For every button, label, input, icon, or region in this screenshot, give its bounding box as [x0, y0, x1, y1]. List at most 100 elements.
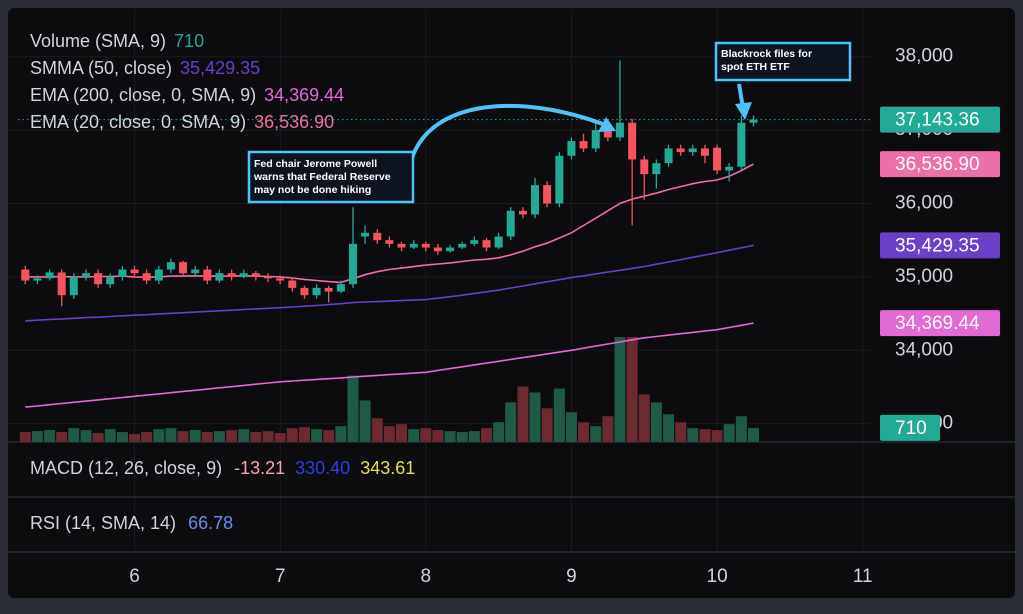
legend-value: 34,369.44: [264, 85, 344, 105]
candle-body: [652, 163, 661, 175]
y-tick-label: 36,000: [895, 192, 953, 213]
candle-body: [33, 278, 42, 281]
volume-bar: [44, 430, 56, 442]
candle-body: [45, 272, 54, 279]
volume-bar: [262, 431, 274, 442]
candle-body: [106, 276, 115, 285]
price-tag-label: 710: [895, 418, 927, 439]
candle-body: [664, 148, 673, 164]
x-tick-label: 10: [707, 566, 728, 587]
volume-bar: [711, 430, 723, 442]
candle-body: [531, 185, 540, 215]
volume-bar: [493, 422, 505, 442]
volume-bar: [104, 429, 116, 442]
pane-value: 66.78: [188, 513, 233, 533]
volume-bar: [226, 430, 238, 442]
candle-body: [324, 287, 333, 292]
price-tag: [880, 151, 1000, 178]
candle-body: [300, 287, 309, 296]
volume-bar: [614, 337, 626, 442]
volume-bar: [298, 427, 310, 442]
volume-bar: [383, 426, 395, 442]
x-tick-label: 9: [566, 566, 577, 587]
candle-body: [348, 243, 357, 285]
candle-body: [130, 269, 139, 274]
annotation-box: [714, 41, 852, 82]
plot: [18, 60, 870, 442]
candle-body: [397, 243, 406, 248]
candle-body: [640, 159, 649, 175]
pane-name: MACD (12, 26, close, 9): [30, 458, 222, 478]
annotation-text: may not be done hiking: [254, 184, 371, 196]
volume-bar: [541, 408, 553, 442]
volume-bar: [663, 414, 675, 442]
candle-body: [494, 236, 503, 248]
x-tick-label: 6: [129, 566, 140, 587]
candle-body: [288, 280, 297, 288]
candle-body: [555, 155, 564, 204]
price-tag: [880, 414, 940, 441]
volume-bar: [238, 429, 250, 442]
volume-bar: [638, 394, 650, 442]
volume-bar: [735, 416, 747, 442]
candle-body: [336, 284, 345, 292]
volume-bar: [529, 392, 541, 442]
pane-value: 330.40: [295, 458, 350, 478]
pane-value: -13.21: [234, 458, 285, 478]
volume-bar: [213, 431, 225, 442]
volume-bar: [129, 434, 141, 442]
candle-body: [518, 210, 527, 215]
legend-value: 36,536.90: [254, 112, 334, 132]
candle-body: [725, 166, 734, 171]
candle-body: [543, 185, 552, 204]
volume-bar: [395, 424, 407, 442]
volume-bar: [189, 430, 201, 442]
volume-bar: [699, 429, 711, 442]
annotation-arrow: [410, 103, 609, 159]
arrow-head: [598, 117, 616, 132]
price-tag-label: 37,143.36: [895, 110, 980, 131]
volume-bar: [590, 426, 602, 442]
volume-bar: [359, 400, 371, 442]
candle-body: [385, 240, 394, 244]
volume-bar: [19, 432, 31, 442]
volume-bar: [274, 433, 286, 442]
volume-bar: [201, 432, 213, 442]
volume-bar: [92, 433, 104, 442]
candle-body: [713, 147, 722, 171]
x-tick-label: 8: [421, 566, 432, 587]
volume-bar: [505, 402, 517, 442]
legend-value: 710: [174, 31, 204, 51]
candle-body: [251, 273, 260, 277]
candle-body: [433, 247, 442, 252]
candle-body: [421, 243, 430, 248]
candle-body: [688, 148, 697, 153]
candle-body: [749, 119, 758, 123]
candle-body: [676, 148, 685, 153]
candle-body: [215, 273, 224, 281]
legend-entry: SMMA (50, close) 35,429.35: [30, 58, 260, 78]
annotation-text: Blackrock files for: [721, 48, 812, 60]
volume-bar: [565, 412, 577, 442]
volume-bar: [80, 430, 92, 442]
annotation-text: spot ETH ETF: [721, 61, 790, 73]
volume-bar: [250, 432, 262, 442]
y-tick-label: 34,000: [895, 339, 953, 360]
candle-body: [57, 272, 66, 296]
x-tick-label: 7: [275, 566, 286, 587]
pane-legend: RSI (14, SMA, 14) 66.78: [30, 513, 233, 533]
indicator-line: [25, 244, 754, 322]
price-tag-label: 35,429.35: [895, 235, 980, 256]
candle-body: [179, 262, 188, 274]
volume-bar: [626, 337, 638, 442]
volume-bar: [456, 432, 468, 442]
candle-body: [191, 269, 200, 274]
indicator-line: [25, 322, 754, 408]
candle-body: [203, 269, 212, 281]
volume-bar: [553, 388, 565, 442]
candle-body: [239, 273, 248, 277]
candle-body: [482, 240, 491, 248]
pane-name: RSI (14, SMA, 14): [30, 513, 176, 533]
price-tag: [880, 106, 1000, 133]
candle-body: [458, 243, 467, 248]
